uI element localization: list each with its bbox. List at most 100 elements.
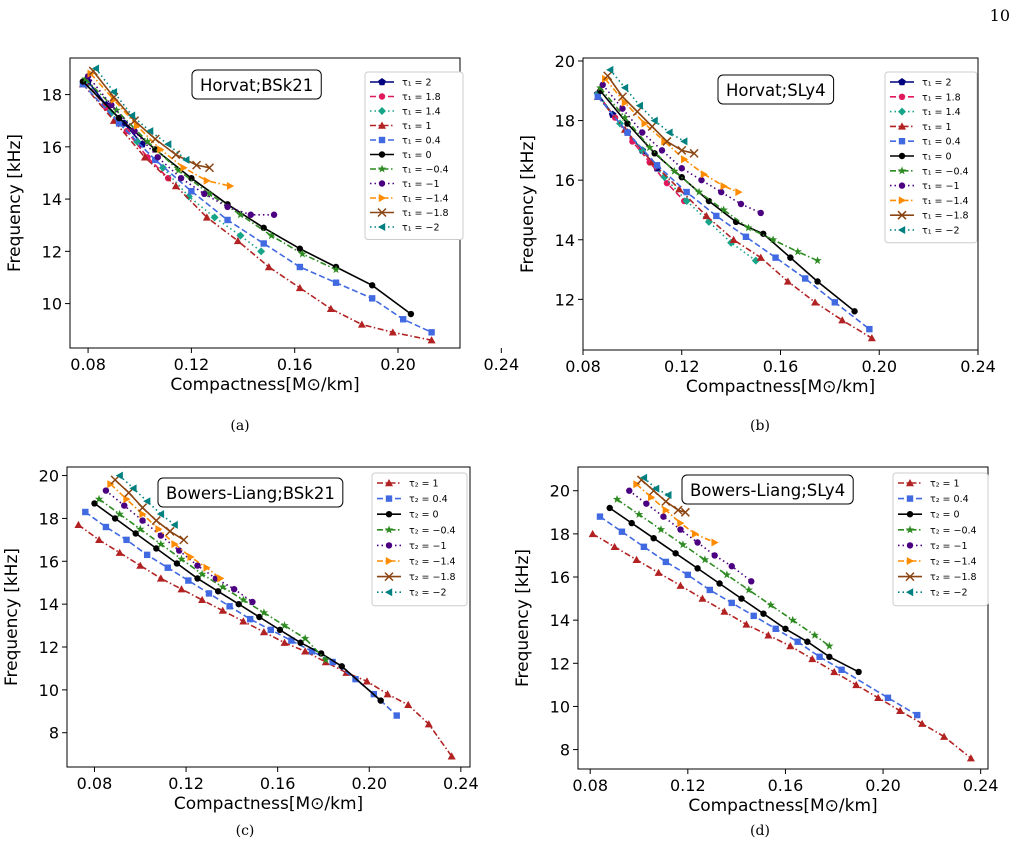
data-point bbox=[851, 308, 858, 315]
data-point bbox=[620, 113, 630, 122]
data-point bbox=[689, 148, 699, 158]
data-point bbox=[194, 575, 201, 582]
data-point bbox=[711, 538, 719, 547]
data-point bbox=[650, 534, 657, 542]
series-line bbox=[98, 498, 327, 661]
data-point bbox=[194, 562, 201, 569]
data-point bbox=[618, 528, 626, 535]
data-point bbox=[756, 253, 765, 261]
data-point bbox=[786, 642, 795, 650]
legend-swatch-marker bbox=[898, 226, 906, 234]
data-point bbox=[656, 525, 666, 534]
data-point bbox=[825, 641, 834, 650]
data-point bbox=[249, 598, 256, 606]
data-point bbox=[742, 233, 750, 240]
x-tick-label: 0.20 bbox=[865, 776, 901, 795]
x-tick-label: 0.24 bbox=[484, 355, 520, 374]
y-tick-label: 14 bbox=[550, 611, 570, 630]
data-point bbox=[716, 580, 723, 587]
series-line bbox=[592, 533, 972, 759]
x-tick-label: 0.24 bbox=[960, 357, 996, 376]
data-point bbox=[691, 529, 700, 538]
data-point bbox=[177, 585, 186, 593]
legend-swatch-marker bbox=[385, 557, 393, 565]
data-point bbox=[82, 508, 89, 516]
data-point bbox=[677, 519, 685, 528]
data-point bbox=[184, 192, 193, 201]
annotation-frame bbox=[681, 474, 854, 505]
legend-label: τ₁ = 2 bbox=[922, 78, 952, 89]
data-point bbox=[748, 578, 755, 585]
data-point bbox=[675, 185, 684, 193]
y-tick-label: 12 bbox=[42, 242, 62, 261]
legend-swatch-marker bbox=[378, 136, 386, 144]
data-point bbox=[107, 480, 115, 489]
data-point bbox=[884, 694, 892, 702]
data-point bbox=[738, 595, 745, 602]
data-point bbox=[218, 606, 227, 614]
series-line bbox=[599, 515, 918, 716]
data-point bbox=[588, 529, 597, 538]
data-point bbox=[874, 693, 883, 702]
x-tick-label: 0.12 bbox=[670, 776, 706, 795]
data-point bbox=[259, 608, 269, 617]
legend-swatch-marker bbox=[906, 557, 914, 565]
data-point bbox=[239, 595, 248, 604]
annotation-frame bbox=[157, 477, 344, 508]
series-line bbox=[599, 90, 856, 312]
data-point bbox=[111, 515, 119, 522]
x-axis-label: Compactness[M⊙/km] bbox=[174, 794, 363, 814]
legend: τ₂ = 1 τ₂ = 0.4 τ₂ = 0 τ₂ = −0.4 τ₂ = −1 τ₂ =… bbox=[892, 472, 989, 607]
x-tick-label: 0.16 bbox=[768, 776, 804, 795]
legend-swatch-marker bbox=[905, 525, 915, 534]
data-point bbox=[896, 706, 905, 714]
data-point bbox=[224, 216, 231, 224]
data-point bbox=[383, 690, 392, 698]
data-point bbox=[115, 120, 123, 127]
legend-label: τ₁ = −1.4 bbox=[402, 194, 449, 205]
data-point bbox=[140, 153, 149, 161]
data-point bbox=[718, 188, 725, 196]
legend-swatch-marker bbox=[898, 122, 906, 130]
data-point bbox=[270, 211, 278, 218]
data-point bbox=[596, 513, 604, 520]
data-point bbox=[321, 655, 330, 664]
data-point bbox=[801, 275, 809, 282]
annotation-frame bbox=[191, 69, 322, 100]
x-axis-label: Compactness[M⊙/km] bbox=[170, 375, 359, 395]
data-point bbox=[757, 209, 764, 217]
data-point bbox=[188, 188, 195, 195]
legend-label: τ₁ = 1.8 bbox=[402, 92, 441, 103]
y-tick-label: 8 bbox=[49, 724, 59, 743]
data-point bbox=[830, 667, 839, 676]
legend: τ₂ = 1 τ₂ = 0.4 τ₂ = 0 τ₂ = −0.4 τ₂ = −1 τ₂ =… bbox=[371, 472, 468, 607]
data-point bbox=[660, 173, 669, 182]
legend-label: τ₁ = 1 bbox=[402, 121, 432, 132]
data-point bbox=[635, 101, 643, 110]
data-point bbox=[204, 163, 215, 173]
legend-swatch-marker bbox=[378, 93, 386, 100]
data-point bbox=[665, 128, 673, 137]
data-point bbox=[427, 336, 436, 344]
x-tick-label: 0.08 bbox=[565, 357, 601, 376]
legend-label: τ₂ = 1 bbox=[930, 479, 960, 490]
data-point bbox=[662, 506, 670, 515]
data-point bbox=[109, 87, 118, 96]
data-point bbox=[150, 134, 160, 144]
data-point bbox=[368, 295, 376, 302]
data-point bbox=[677, 145, 687, 155]
data-point bbox=[74, 520, 83, 529]
legend-label: τ₁ = −0.4 bbox=[402, 165, 449, 176]
legend-label: τ₂ = −1.8 bbox=[930, 572, 977, 583]
data-point bbox=[804, 638, 811, 645]
data-point bbox=[768, 235, 778, 244]
legend-label: τ₂ = −0.4 bbox=[409, 525, 456, 536]
legend-swatch-marker bbox=[378, 223, 386, 231]
data-point bbox=[205, 590, 213, 597]
data-point bbox=[81, 74, 90, 83]
data-point bbox=[783, 277, 792, 285]
x-tick-label: 0.08 bbox=[572, 776, 608, 795]
data-point bbox=[175, 547, 183, 554]
data-point bbox=[182, 155, 190, 164]
caption-b: (b) bbox=[750, 418, 770, 434]
